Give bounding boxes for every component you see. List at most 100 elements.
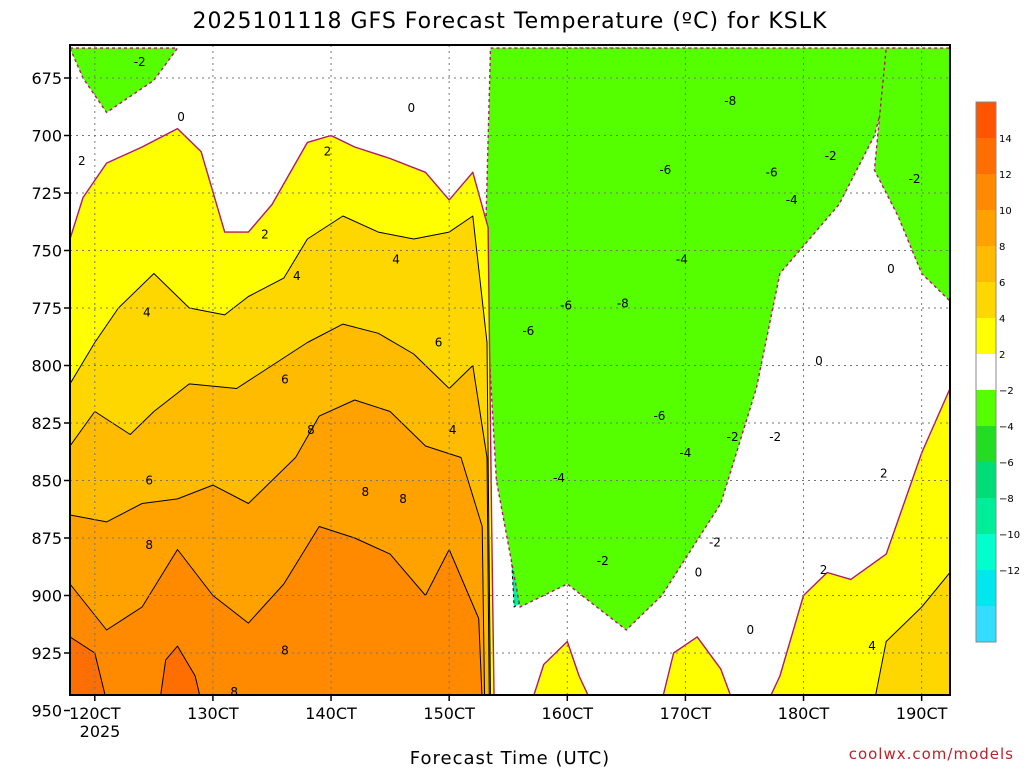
x-tick-label: 160CT: [542, 704, 594, 723]
temperature-regions: [70, 47, 950, 695]
colorbar-label: −12: [999, 566, 1020, 577]
contour-label: 0: [408, 101, 416, 115]
contour-label: -4: [553, 471, 565, 485]
source-credit: coolwx.com/models: [849, 745, 1014, 763]
colorbar-band: [976, 606, 996, 642]
colorbar-band: [976, 102, 996, 138]
contour-label: -8: [617, 296, 629, 310]
contour-label: 4: [143, 306, 151, 320]
x-axis-title: Forecast Time (UTC): [410, 748, 610, 768]
y-tick-label: 850: [31, 472, 62, 491]
contour-label: -4: [676, 253, 688, 267]
region-cold-patch-left: [70, 47, 179, 114]
contour-label: 2: [880, 467, 888, 481]
chart-title: 2025101118 GFS Forecast Temperature (ºC)…: [193, 9, 828, 34]
contour-label: 8: [399, 492, 407, 506]
colorbar-label: 10: [999, 206, 1012, 217]
y-tick-label: 700: [31, 127, 62, 146]
y-tick-label: 800: [31, 357, 62, 376]
plot-frame: [69, 44, 951, 696]
y-tick-label: 675: [31, 69, 62, 88]
x-axis: 120CT 130CT 140CT 150CT 160CT 170CT 180CT 190CT: [69, 695, 948, 723]
colorbar-band: [976, 174, 996, 210]
y-tick-label: 950: [31, 702, 62, 721]
colorbar-band: [976, 354, 996, 390]
contour-label: 4: [449, 423, 457, 437]
contour-label: 8: [230, 685, 238, 699]
x-tick-label: 130CT: [187, 704, 239, 723]
region-warm-core-12C: [70, 636, 106, 695]
colorbar-band: [976, 318, 996, 354]
region-lower-warm-patch-1: [533, 640, 589, 695]
colorbar-band: [976, 138, 996, 174]
colorbar-label: −4: [999, 422, 1014, 433]
contour-label: 0: [177, 110, 185, 124]
region-freezing-zone-upper: [483, 47, 899, 631]
x-tick-label: 170CT: [660, 704, 712, 723]
contour-label: 6: [281, 372, 289, 386]
contour-label: -2: [909, 172, 921, 186]
colorbar-frame: [975, 101, 997, 643]
colorbar-label: 2: [999, 350, 1005, 361]
y-tick-label: 825: [31, 414, 62, 433]
y-tick-label: 775: [31, 299, 62, 318]
x-tick-label: 180CT: [778, 704, 830, 723]
colorbar-band: [976, 498, 996, 534]
colorbar-label: 4: [999, 314, 1005, 325]
contour-label: -2: [597, 554, 609, 568]
contour-label: -2: [825, 149, 837, 163]
contour-label: 0: [747, 623, 755, 637]
region-warm-core-12C-b: [160, 645, 201, 695]
contour-label: -6: [522, 324, 534, 338]
contour-label: 8: [145, 538, 153, 552]
contour-label: -8: [724, 94, 736, 108]
colorbar-band: [976, 246, 996, 282]
colorbar-label: −2: [999, 386, 1014, 397]
contour-label: -2: [727, 430, 739, 444]
contour-label: 0: [887, 262, 895, 276]
colorbar-label: 12: [999, 170, 1012, 181]
y-tick-label: 925: [31, 644, 62, 663]
colorbar-band: [976, 282, 996, 318]
colorbar-band: [976, 462, 996, 498]
region-lower-warm-patch-3: [770, 387, 950, 695]
contour-label: 4: [392, 253, 400, 267]
y-tick-label: 900: [31, 587, 62, 606]
contour-label: -4: [786, 193, 798, 207]
contour-label: 2: [324, 145, 332, 159]
contour-label: -6: [653, 409, 665, 423]
x-tick-label: 150CT: [423, 704, 475, 723]
contour-label: -2: [769, 430, 781, 444]
x-tick-label: 190CT: [896, 704, 948, 723]
contour-label: -6: [560, 299, 572, 313]
contour-label: 0: [695, 566, 703, 580]
contour-label: 8: [307, 423, 315, 437]
x-axis-year: 2025: [80, 722, 121, 741]
contour-label: -2: [709, 536, 721, 550]
contour-label: 8: [281, 644, 289, 658]
region-lower-warm-patch-3-4C: [875, 572, 950, 695]
contour-label: 2: [78, 154, 86, 168]
contour-label: 2: [261, 227, 269, 241]
y-tick-label: 750: [31, 242, 62, 261]
contour-label: -6: [659, 163, 671, 177]
colorbar-band: [976, 426, 996, 462]
colorbar-label: 6: [999, 278, 1005, 289]
x-tick-label: 120CT: [69, 704, 121, 723]
grid-lines: [70, 45, 950, 695]
y-tick-label: 875: [31, 529, 62, 548]
contour-label: -2: [134, 55, 146, 69]
contour-label: 4: [761, 704, 769, 718]
contour-label: -4: [679, 446, 691, 460]
colorbar-band: [976, 210, 996, 246]
contour-label: 4: [293, 269, 301, 283]
y-tick-label: 725: [31, 184, 62, 203]
colorbar-label: −6: [999, 458, 1014, 469]
region-lower-warm-patch-2: [662, 636, 732, 695]
contour-label: -6: [766, 165, 778, 179]
colorbar-label: −10: [999, 530, 1020, 541]
colorbar-label: 14: [999, 134, 1012, 145]
contour-label: 6: [145, 474, 153, 488]
contour-label: 2: [820, 563, 828, 577]
